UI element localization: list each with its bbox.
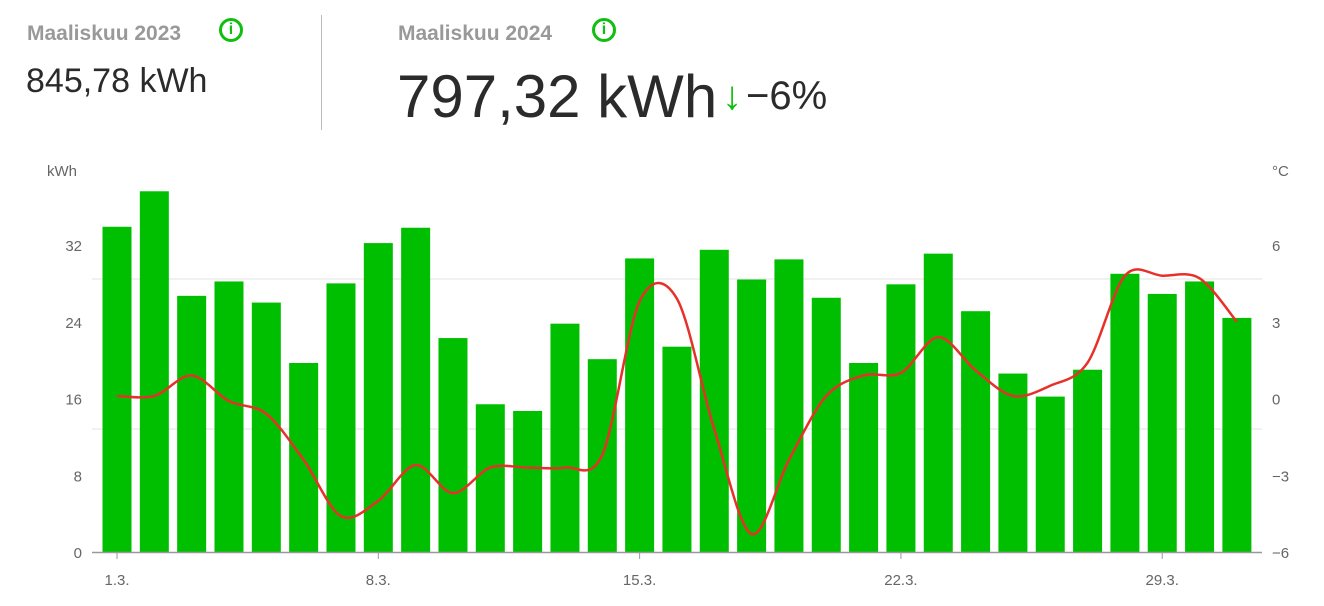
left-axis-tick: 16 (65, 392, 82, 409)
bar-day-19 (774, 259, 804, 552)
right-axis-tick: −6 (1272, 545, 1289, 562)
bar-day-8 (363, 243, 393, 553)
x-axis-tick-label: 15.3. (623, 572, 656, 589)
temperature-line (116, 268, 1238, 536)
x-axis-tick-label: 1.3. (104, 572, 129, 589)
bar-day-3 (177, 295, 207, 552)
right-axis-unit: °C (1272, 163, 1289, 180)
bar-day-20 (811, 297, 841, 552)
bar-day-9 (401, 227, 431, 552)
bar-day-2 (139, 191, 169, 552)
previous-period-value: 845,78 kWh (26, 62, 208, 100)
bar-day-25 (998, 373, 1028, 552)
info-circle-icon[interactable]: i (219, 18, 243, 42)
x-axis-tick-label: 29.3. (1146, 572, 1179, 589)
bar-day-5 (251, 302, 281, 552)
right-axis-tick: 0 (1272, 392, 1280, 409)
bar-day-30 (1185, 281, 1215, 552)
bar-day-13 (550, 323, 580, 552)
bar-day-28 (1110, 273, 1140, 552)
left-axis-tick: 32 (65, 238, 82, 255)
bar-day-6 (289, 363, 319, 552)
bar-day-26 (1035, 396, 1065, 552)
change-indicator: ↓ −6% (722, 74, 827, 119)
bar-day-24 (961, 311, 991, 552)
bar-day-18 (737, 279, 767, 552)
bar-day-16 (662, 346, 692, 552)
bar-day-4 (214, 281, 244, 552)
previous-period-label: Maaliskuu 2023 (27, 22, 182, 45)
bar-day-10 (438, 338, 468, 552)
left-axis-tick: 8 (74, 468, 82, 485)
left-axis-tick: 24 (65, 315, 82, 332)
bar-day-1 (102, 226, 132, 552)
bar-day-15 (625, 258, 655, 552)
right-axis-tick: 6 (1272, 238, 1280, 255)
bar-day-31 (1222, 317, 1252, 552)
right-axis-tick: 3 (1272, 315, 1280, 332)
arrow-down-icon: ↓ (722, 74, 742, 118)
divider (321, 15, 322, 130)
bar-day-21 (849, 363, 879, 552)
bar-day-27 (1073, 369, 1103, 552)
bar-day-23 (923, 253, 953, 552)
info-circle-icon[interactable]: i (592, 18, 616, 42)
bar-day-17 (699, 249, 729, 552)
bar-day-29 (1147, 293, 1177, 552)
x-axis-tick-label: 22.3. (884, 572, 917, 589)
left-axis-tick: 0 (74, 545, 82, 562)
current-period-value: 797,32 kWh (397, 63, 718, 130)
bar-day-7 (326, 283, 356, 552)
right-axis-tick: −3 (1272, 468, 1289, 485)
bar-day-22 (886, 284, 916, 552)
bar-day-11 (475, 404, 505, 552)
left-axis-unit: kWh (47, 163, 77, 180)
bar-day-12 (513, 410, 543, 552)
change-percent: −6% (746, 74, 828, 118)
x-axis-tick-label: 8.3. (366, 572, 391, 589)
current-period-label: Maaliskuu 2024 (398, 22, 553, 45)
